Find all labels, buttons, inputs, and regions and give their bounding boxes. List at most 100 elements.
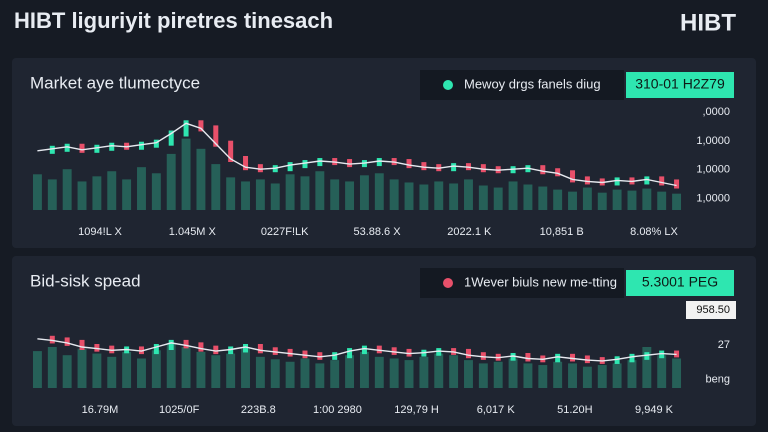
volume-bar [92,353,102,388]
volume-bar [359,351,369,388]
volume-bar [255,179,265,210]
candle [302,160,308,169]
candle [109,345,115,354]
candle [257,164,263,173]
candle [480,164,486,173]
candle [436,348,442,356]
logo: HIBT [680,9,736,36]
volume-bar [330,179,340,210]
volume-bar [300,358,310,388]
volume-bar [196,351,206,388]
candle [570,170,576,183]
volume-bar [612,363,622,388]
x-label: 223B.8 [241,404,276,416]
volume-bar [672,358,682,388]
legend-label: Mewoy drgs fanels diug [464,76,601,91]
candle [317,158,323,167]
candle [272,347,278,355]
volume-bar [166,342,176,388]
candle [376,345,382,354]
candle [79,143,85,153]
panel-title: Market aye tlumectyce [30,73,200,92]
candle [198,120,204,132]
volume-bar [137,167,146,210]
right-label: 1,0000 [696,135,730,147]
candle [94,344,100,352]
volume-bar [449,355,459,388]
volume-bar [315,171,325,210]
candle [64,143,70,152]
candle [94,144,100,153]
candle [570,353,576,362]
candle [64,337,70,346]
volume-bar [449,183,459,210]
candle [525,353,531,362]
badge [626,72,734,98]
volume-bar [493,361,503,388]
x-label: 1.045M X [169,226,217,238]
candle [644,352,650,360]
volume-bar [151,350,161,388]
volume-bar [404,182,414,210]
candle [317,352,323,360]
candle [361,345,367,355]
volume-bar [404,360,414,388]
candle [138,346,144,355]
x-label: 10,851 B [540,226,584,238]
x-label: 8.08% LX [630,226,678,238]
candle [659,350,665,359]
candle [287,162,293,172]
volume-bar [582,187,592,210]
volume-bar [241,348,250,388]
volume-bar [597,192,607,210]
volume-bar [389,179,399,210]
volume-bar [181,347,191,388]
candle [153,139,159,148]
volume-bar [672,193,682,210]
volume-bar [47,347,57,388]
volume-bar [627,360,637,388]
volume-bar [538,365,548,388]
legend-box [420,70,624,100]
volume-bar [92,176,102,210]
volume-bar [77,348,87,388]
candle [257,344,263,354]
volume-bar [166,153,176,210]
page-title: HIBT liguriyit piretres tinesach [14,8,333,33]
volume-bar [47,179,57,210]
volume-bar [642,188,652,210]
volume-bar [211,164,221,210]
candle [109,142,115,151]
candle [243,156,249,171]
right-label: 1,0000 [696,164,730,176]
volume-bar [62,355,72,388]
volume-bar [32,351,42,388]
candle [391,347,397,355]
candle [614,177,620,186]
volume-bar [107,356,117,388]
right-label: 27 [718,339,730,351]
panel [12,58,756,248]
candle [49,145,55,154]
candle [183,120,189,137]
candle [421,162,427,171]
right-label: beng [706,374,730,386]
candle [376,158,382,167]
x-label: 1025/0F [159,404,200,416]
candle [347,348,353,359]
badge [626,270,734,296]
candle [451,163,457,172]
volume-bar [553,361,563,388]
candle [347,159,353,168]
volume-bar [553,189,563,210]
panel [12,256,756,426]
candle [584,355,590,364]
volume-bar [523,363,533,388]
volume-bar [300,176,310,210]
candle [674,179,680,189]
volume-bar [419,184,429,210]
candle [510,353,516,361]
badge-text: 310-01 H2Z79 [635,76,725,92]
volume-bar [285,361,295,388]
